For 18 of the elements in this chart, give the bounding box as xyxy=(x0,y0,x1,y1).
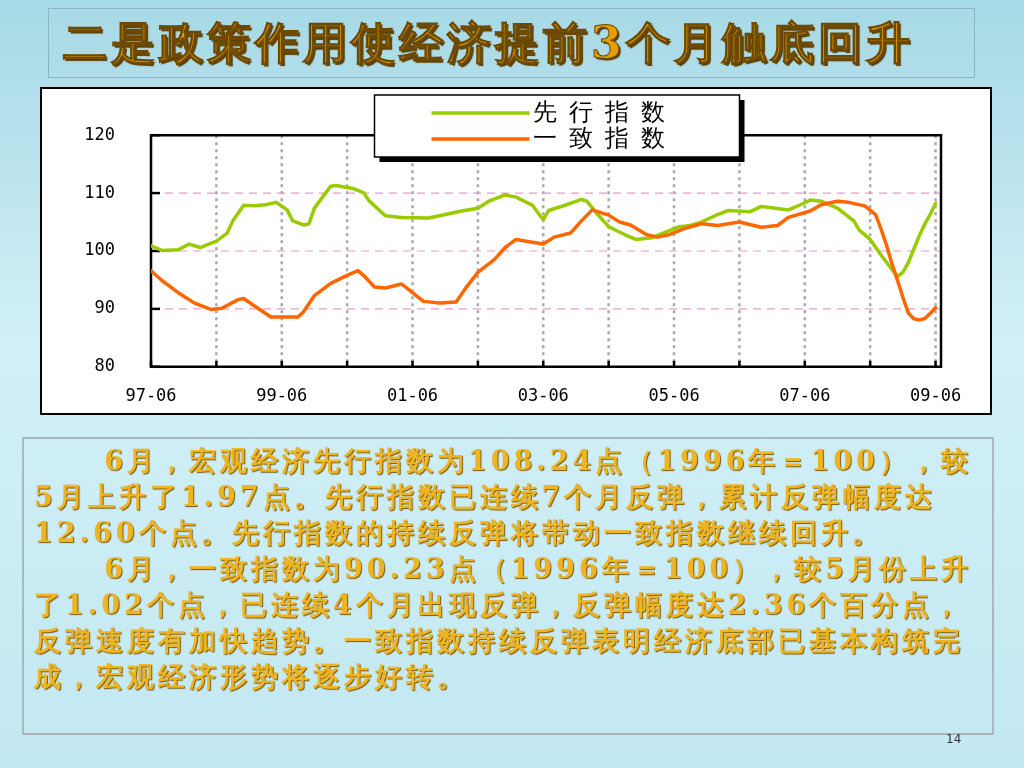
x-tick-label: 01-06 xyxy=(386,385,439,406)
x-tick-label: 05-06 xyxy=(648,385,700,406)
chart-title: 二是政策作用使经济提前3个月触底回升 xyxy=(48,8,975,78)
y-tick-label: 100 xyxy=(84,239,115,260)
x-tick-label: 03-06 xyxy=(517,385,569,406)
y-tick-label: 120 xyxy=(84,123,115,144)
y-tick-label: 90 xyxy=(94,297,115,318)
x-tick-label: 07-06 xyxy=(779,385,831,406)
text: 6月，宏观经济先行指数为108.24点（1996年＝100），较5月上升了1.97点。先行指数已连续7个月反弹，累计反弹幅度达12.60个点。先行指数的持续反弹将带动一致指数继续回升。 xyxy=(34,444,973,550)
text: 14 xyxy=(946,732,962,746)
x-tick-label: 09-06 xyxy=(909,385,962,406)
legend-label: 先行指数 xyxy=(532,98,677,127)
y-tick-label: 80 xyxy=(94,355,115,376)
text: 6月，一致指数为90.23点（1996年＝100），较5月份上升了1.02个点，已连续4个月出现反弹，反弹幅度达2.36个百分点，反弹速度有加快趋势。一致指数持续反弹表明经济底部已基本构筑完成，宏观经济形势将逐步好转。 xyxy=(34,552,973,694)
x-tick-label: 97-06 xyxy=(125,385,177,406)
legend-label: 一致指数 xyxy=(532,124,677,153)
y-tick-label: 110 xyxy=(84,181,115,202)
x-tick-label: 99-06 xyxy=(256,385,308,406)
